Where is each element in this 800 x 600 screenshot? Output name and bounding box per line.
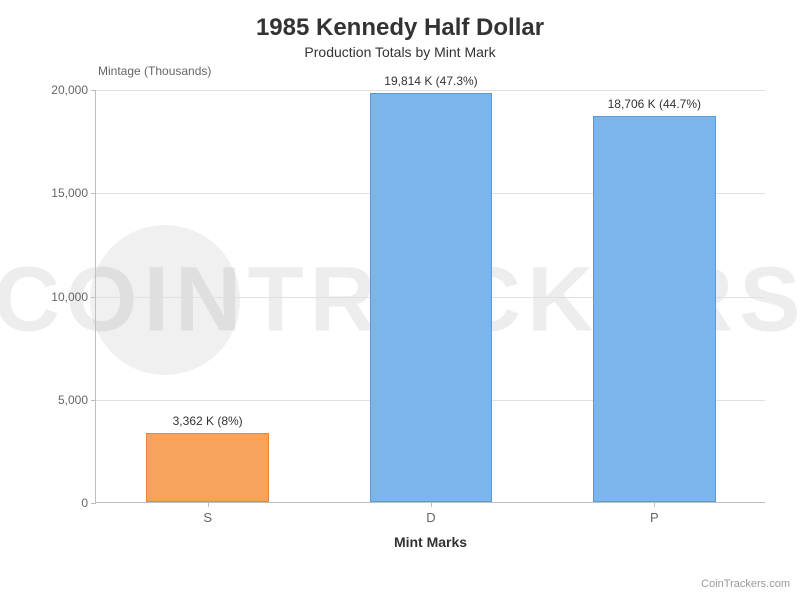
xtick-label: P <box>650 510 659 525</box>
bar-value-label: 19,814 K (47.3%) <box>384 74 477 88</box>
ytick-label: 0 <box>81 496 88 510</box>
xtick-mark <box>654 502 655 507</box>
xtick-mark <box>431 502 432 507</box>
chart-title: 1985 Kennedy Half Dollar <box>0 0 800 42</box>
bar-D[interactable]: 19,814 K (47.3%) <box>370 93 493 502</box>
credit-text: CoinTrackers.com <box>701 578 790 590</box>
ytick-mark <box>91 503 96 504</box>
ytick-label: 10,000 <box>51 290 88 304</box>
ytick-label: 5,000 <box>58 393 88 407</box>
bar-value-label: 3,362 K (8%) <box>173 414 243 428</box>
bar-value-label: 18,706 K (44.7%) <box>608 97 701 111</box>
plot-area: Mint Marks 05,00010,00015,00020,0003,362… <box>95 90 765 503</box>
ytick-mark <box>91 193 96 194</box>
ytick-mark <box>91 400 96 401</box>
ytick-label: 15,000 <box>51 186 88 200</box>
gridline <box>96 90 765 91</box>
x-axis-label: Mint Marks <box>394 534 467 550</box>
ytick-mark <box>91 297 96 298</box>
xtick-label: S <box>203 510 212 525</box>
xtick-mark <box>208 502 209 507</box>
bar-S[interactable]: 3,362 K (8%) <box>146 433 269 502</box>
xtick-label: D <box>426 510 435 525</box>
bar-P[interactable]: 18,706 K (44.7%) <box>593 116 716 502</box>
chart-container: 1985 Kennedy Half Dollar Production Tota… <box>0 0 800 600</box>
y-axis-label: Mintage (Thousands) <box>98 64 211 78</box>
ytick-mark <box>91 90 96 91</box>
chart-subtitle: Production Totals by Mint Mark <box>0 44 800 60</box>
ytick-label: 20,000 <box>51 83 88 97</box>
